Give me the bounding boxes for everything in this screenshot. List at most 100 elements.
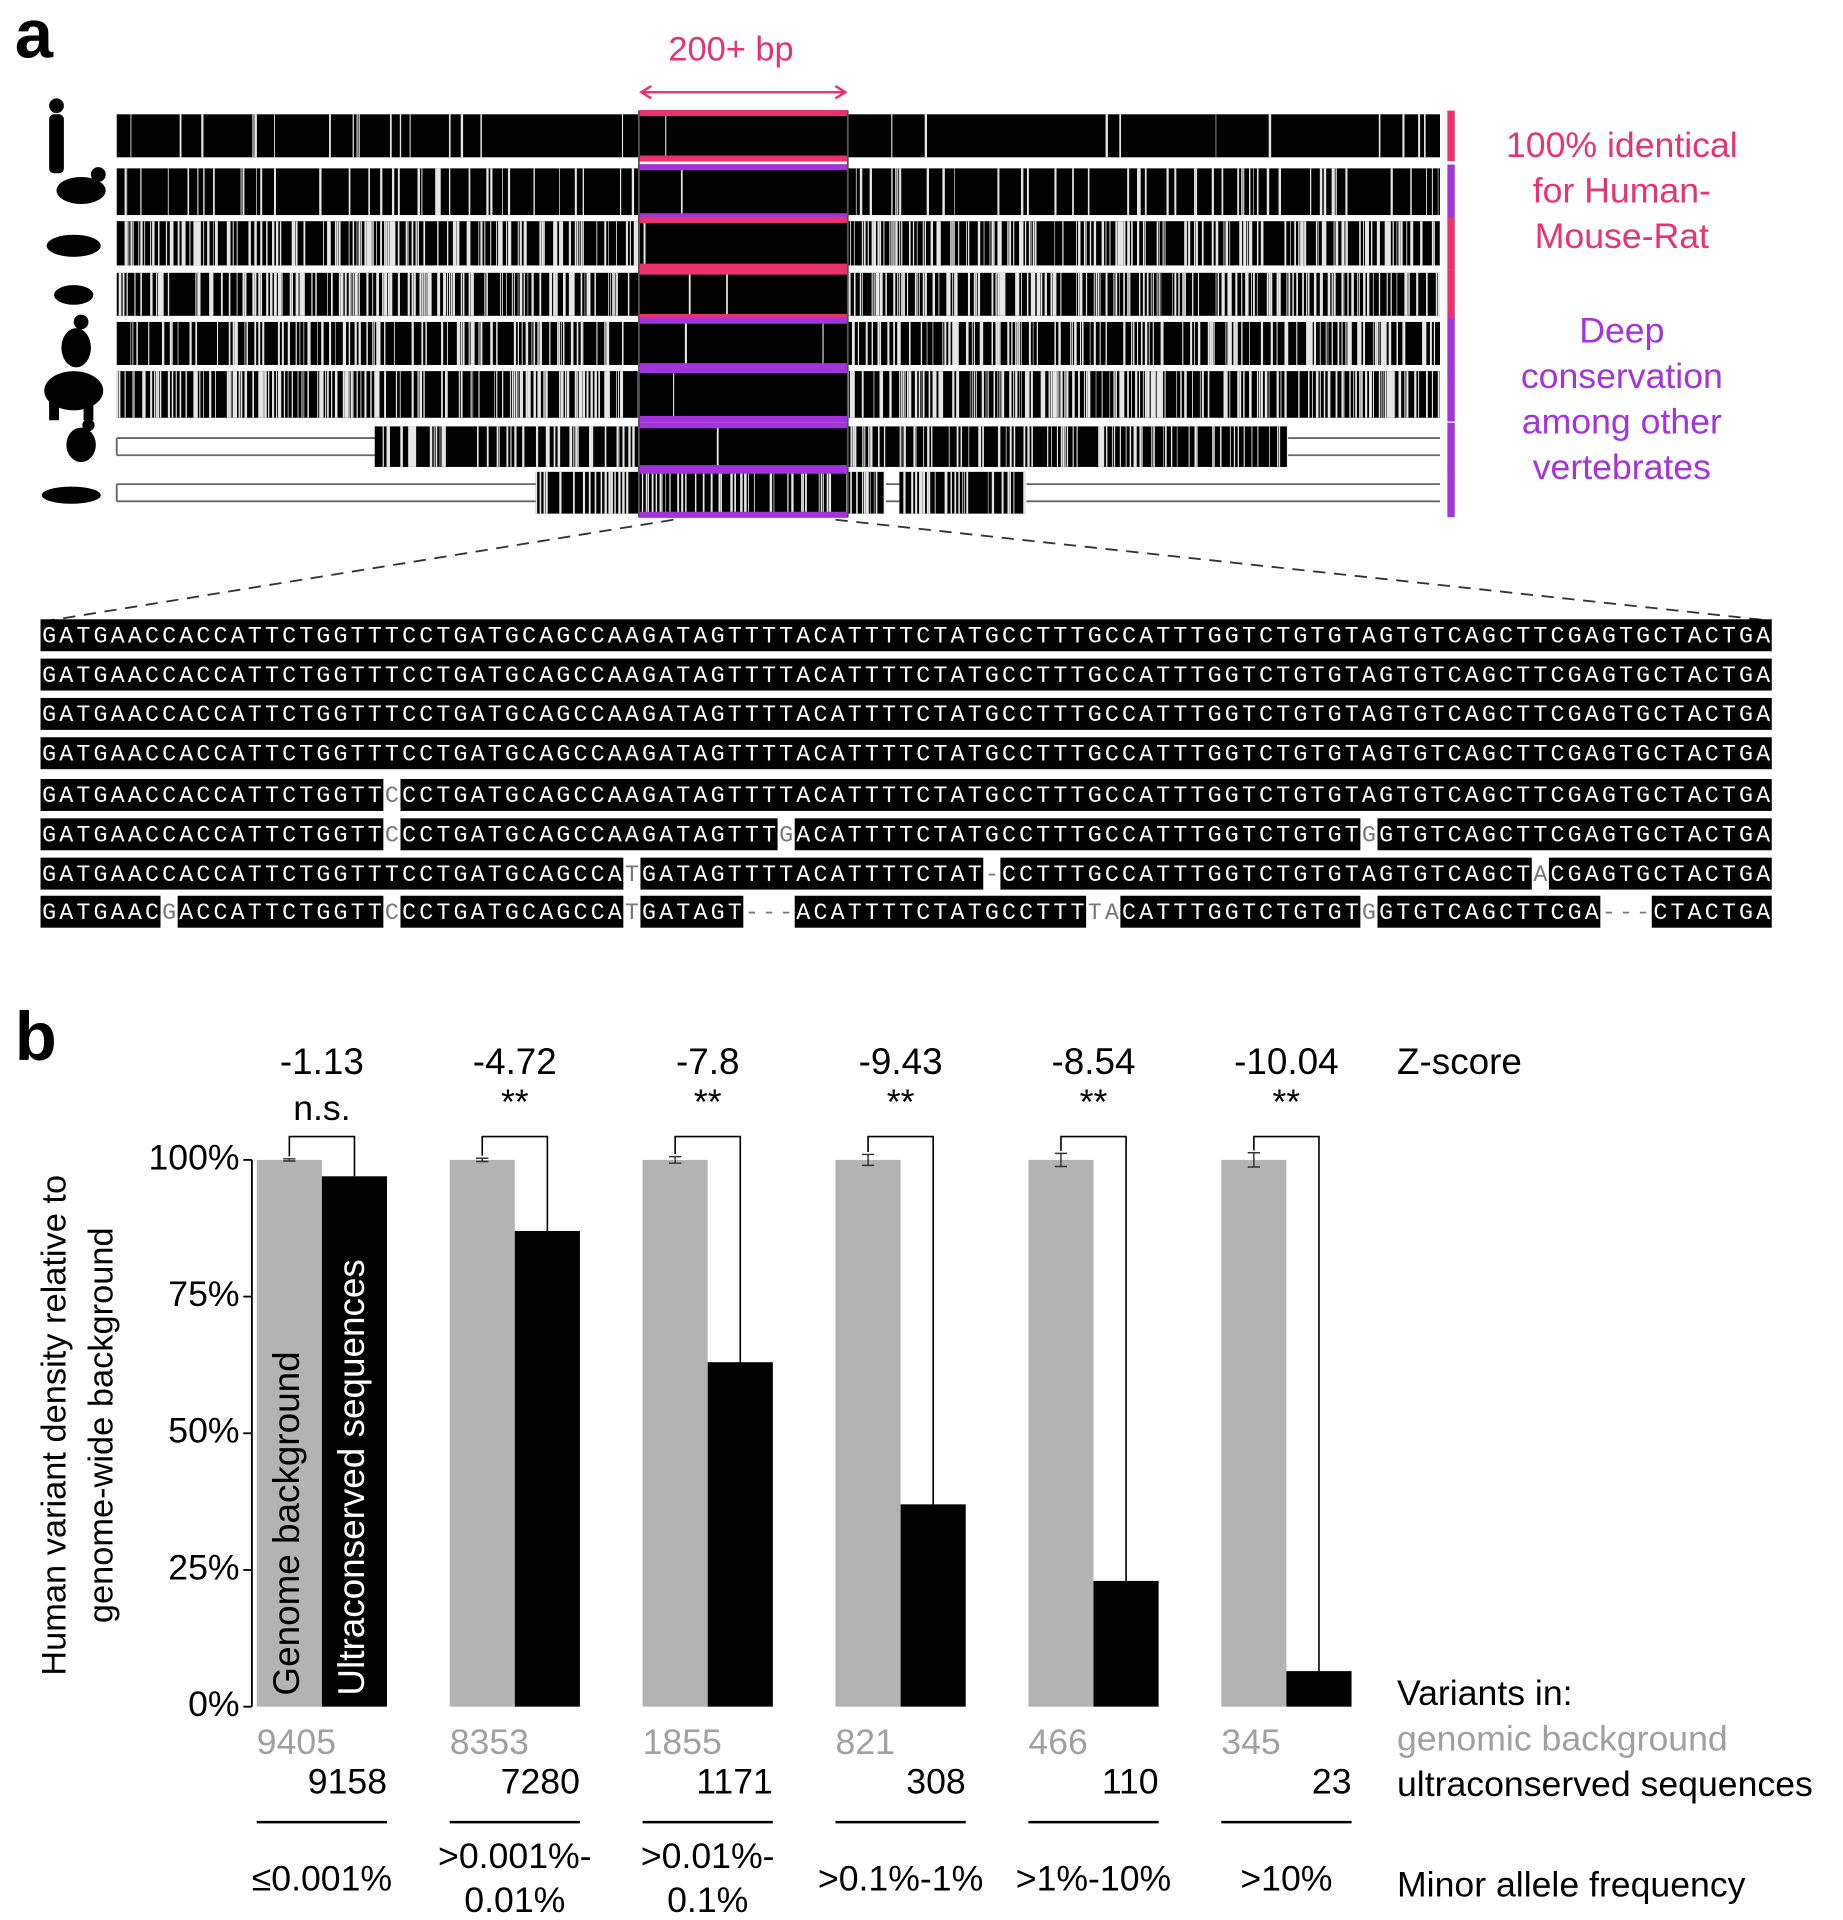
conservation-variation [535, 471, 1027, 514]
significance-bracket [481, 1135, 549, 1231]
sequence-row: GATGAAC G ACCATTCTGGTT C CCTGATGCAGCCA T GATAG… [42, 901, 1770, 927]
significance-bracket [1060, 1135, 1127, 1581]
bar [1093, 1580, 1159, 1707]
sequence-match [177, 895, 384, 928]
error-bar [476, 1157, 489, 1163]
conservation-track [374, 426, 1288, 467]
significance-bracket [288, 1135, 356, 1177]
group-label: 100% identical [1506, 125, 1738, 165]
sequence-match [1120, 895, 1361, 928]
panel-label: b [15, 998, 57, 1075]
significance: ** [887, 1082, 915, 1122]
error-bar [1247, 1152, 1260, 1168]
count: 23 [1312, 1761, 1352, 1801]
y-axis-label: Human variant density relative to [36, 1175, 74, 1676]
group-label: Deep [1579, 310, 1664, 350]
sequence-match [1000, 857, 1532, 890]
x-axis-label: Minor allele frequency [1397, 1865, 1746, 1905]
y-axis-label: genome-wide background [82, 1227, 120, 1623]
conservation-track [116, 114, 1440, 158]
legend-label: Ultraconserved sequences [331, 1259, 372, 1695]
sequence-match [1651, 895, 1772, 928]
error-bar [1054, 1152, 1068, 1168]
group-label: Mouse-Rat [1535, 216, 1709, 256]
y-tick-label: 0% [188, 1684, 240, 1724]
sequence-match [640, 857, 984, 890]
sequence-match [1548, 857, 1772, 890]
sequence-match [40, 737, 1772, 770]
x-tick-label: >0.1%-1% [818, 1859, 983, 1899]
sequence-match [400, 895, 624, 928]
bar [514, 1230, 580, 1707]
conservation-variation [382, 426, 1289, 467]
significance: ** [1273, 1082, 1301, 1122]
count: 466 [1028, 1722, 1087, 1762]
z-score: -10.04 [1234, 1041, 1339, 1082]
bar [449, 1159, 515, 1707]
legend-label: Genome background [266, 1351, 307, 1695]
sequence-match [1377, 895, 1601, 928]
bar [707, 1362, 773, 1707]
z-score: -7.8 [676, 1041, 740, 1082]
bar [835, 1159, 901, 1707]
significance: ** [1080, 1082, 1108, 1122]
sequence-match [40, 697, 1772, 730]
significance-bracket [1253, 1135, 1320, 1672]
x-tick-label: >1%-10% [1016, 1859, 1171, 1899]
x-tick-label: >10% [1240, 1859, 1332, 1899]
conservation-variation [116, 371, 1440, 418]
sequence-match [40, 857, 624, 890]
z-score: -4.72 [473, 1041, 557, 1082]
group-label: vertebrates [1533, 447, 1711, 487]
sequence-row: GATGAACCACCATTCTGGTT C CCTGATGCAGCCAAGATAG… [42, 784, 1770, 810]
y-tick-label: 100% [148, 1137, 239, 1177]
error-bar [861, 1153, 875, 1167]
sequence-row: GATGAACCACCATTCTGGTTTCCTGATGCAGCCAAGATAG… [42, 664, 1770, 690]
significance-bracket [867, 1135, 934, 1505]
count: 345 [1221, 1722, 1280, 1762]
zoom-line [48, 518, 1770, 622]
conservation-variation [118, 272, 1442, 316]
bar [1028, 1159, 1094, 1707]
group-label: for Human- [1533, 170, 1711, 210]
sequence-match [40, 818, 384, 851]
count: 9405 [257, 1722, 336, 1762]
span-label: 200+ bp [668, 31, 793, 69]
count: 110 [1102, 1761, 1159, 1801]
count: 308 [906, 1761, 965, 1801]
counts-title: Variants in: [1397, 1673, 1573, 1713]
conservation-track [116, 371, 1440, 418]
bar [642, 1159, 708, 1707]
sequence-match [40, 658, 1772, 691]
bar [321, 1176, 388, 1707]
x-tick-label: >0.001%-0.01% [438, 1836, 591, 1920]
count-label: ultraconserved sequences [1397, 1764, 1813, 1804]
count-label: genomic background [1397, 1718, 1728, 1758]
conservation-variation [124, 221, 1443, 266]
count: 9158 [308, 1761, 387, 1801]
sequence-match [400, 818, 778, 851]
group-label: among other [1522, 401, 1722, 441]
significance: ** [694, 1082, 722, 1122]
y-tick-label: 25% [168, 1547, 239, 1587]
species-icons [41, 98, 106, 504]
sequence-match [40, 779, 384, 811]
highlight-box-side [637, 110, 849, 518]
count: 7280 [501, 1761, 580, 1801]
sequence-row: GATGAACCACCATTCTGGTTTCCTGATGCAGCCAAGATAG… [42, 703, 1770, 729]
count: 1855 [643, 1722, 722, 1762]
z-score-label: Z-score [1397, 1041, 1522, 1082]
count: 821 [835, 1722, 894, 1762]
conservation-variation [124, 168, 1439, 216]
sequence-row: GATGAACCACCATTCTGGTTTCCTGATGCAGCCA T GATAG… [42, 863, 1770, 889]
sequence-match [40, 895, 161, 928]
bar [1221, 1159, 1287, 1707]
sequence-match [794, 818, 1361, 851]
significance: ** [501, 1082, 529, 1122]
sequence-match [1377, 818, 1772, 851]
count: 1171 [696, 1761, 773, 1801]
y-tick-label: 75% [168, 1274, 239, 1314]
conservation-track [116, 168, 1440, 216]
sequence-row: GATGAACCACCATTCTGGTT C CCTGATGCAGCCAAGATAG… [42, 824, 1770, 850]
